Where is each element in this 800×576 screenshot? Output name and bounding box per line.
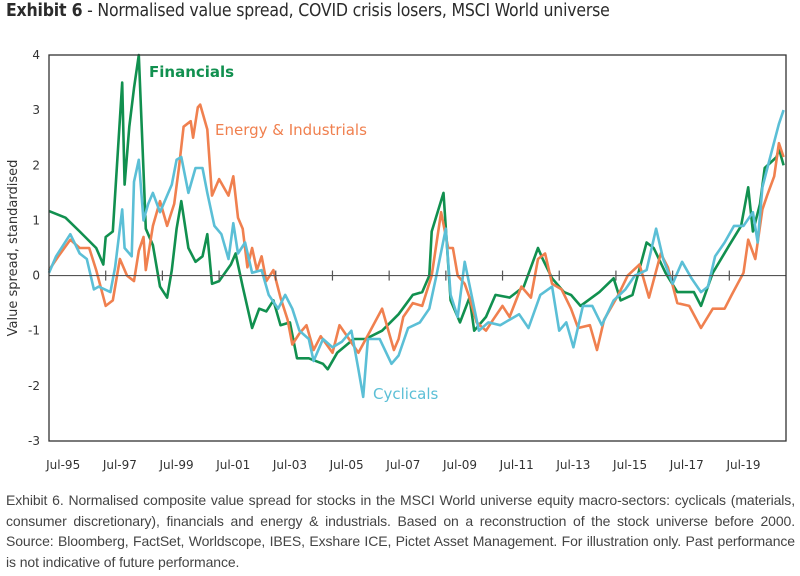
x-tick-label: Jul-05: [329, 458, 364, 472]
series-layer: [47, 53, 785, 399]
x-tick-label: Jul-01: [215, 458, 250, 472]
y-tick-label: 4: [32, 48, 40, 62]
x-tick-label: Jul-09: [442, 458, 477, 472]
y-tick-label: -3: [28, 434, 40, 448]
plot-frame: [48, 54, 787, 442]
x-tick-label: Jul-07: [385, 458, 420, 472]
exhibit-number: Exhibit 6: [6, 1, 83, 21]
y-axis-label: Value spread, standardised: [6, 160, 21, 337]
chart-title: Exhibit 6 - Normalised value spread, COV…: [6, 1, 610, 21]
x-tick-labels: Jul-95 Jul-97 Jul-99 Jul-01 Jul-03 Jul-05 Jul-…: [45, 458, 760, 472]
y-tick-label: 3: [32, 103, 40, 117]
x-tick-label: Jul-99: [159, 458, 194, 472]
x-tick-label: Jul-15: [612, 458, 647, 472]
series-line-cyclicals: [47, 109, 785, 399]
x-tick-label: Jul-19: [725, 458, 760, 472]
y-tick-labels: 4 3 2 1 0 -1 -2 -3: [28, 48, 40, 448]
y-tick-label: -1: [28, 324, 40, 338]
x-tick-label: Jul-97: [102, 458, 137, 472]
figure-caption: Exhibit 6. Normalised composite value sp…: [6, 492, 795, 570]
y-tick-label: 2: [32, 158, 40, 172]
x-tick-label: Jul-11: [499, 458, 534, 472]
y-tick-label: -2: [28, 379, 40, 393]
x-tick-marks: [105, 270, 730, 281]
x-tick-label: Jul-03: [272, 458, 307, 472]
series-line-energy-industrials: [47, 103, 785, 355]
x-tick-label: Jul-17: [669, 458, 704, 472]
series-label-financials: Financials: [149, 63, 234, 81]
y-tick-label: 0: [32, 269, 40, 283]
series-label-cyclicals: Cyclicals: [373, 385, 439, 403]
x-tick-label: Jul-13: [555, 458, 590, 472]
series-label-energy-industrials: Energy & Industrials: [215, 121, 367, 139]
y-tick-label: 1: [32, 213, 40, 227]
x-tick-label: Jul-95: [45, 458, 80, 472]
title-text: - Normalised value spread, COVID crisis …: [82, 1, 610, 21]
